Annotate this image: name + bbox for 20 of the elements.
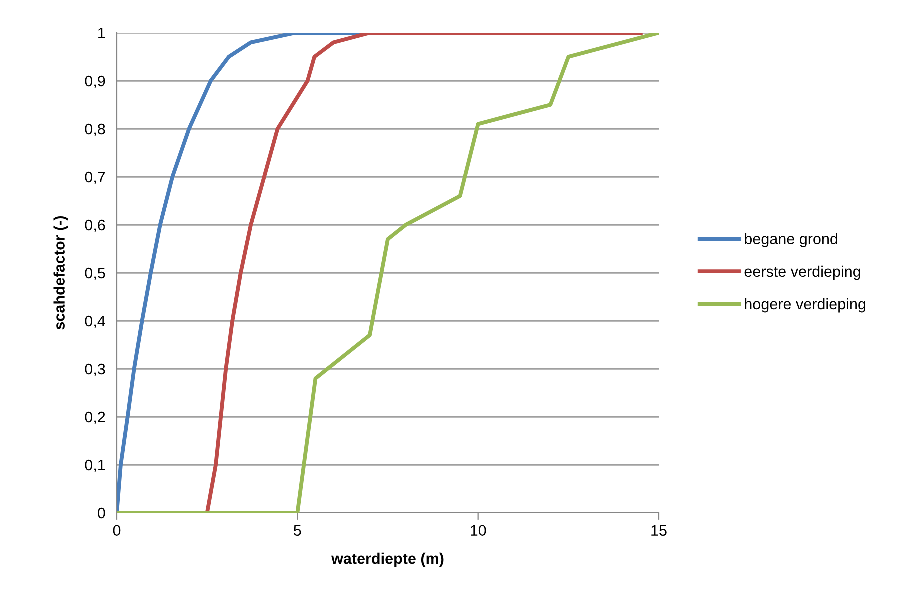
- y-tick-label: 0,2: [85, 412, 106, 424]
- legend-label: begane grond: [745, 233, 838, 248]
- x-tick-label: 10: [471, 525, 486, 536]
- y-axis-title: scahdefactor (-): [54, 216, 68, 330]
- y-tick-label: 0,8: [85, 124, 106, 136]
- y-tick-label: 0: [98, 508, 106, 519]
- y-tick-label: 0,4: [85, 316, 106, 328]
- y-tick-label: 0,3: [85, 364, 106, 376]
- y-tick-label: 0,5: [85, 268, 106, 280]
- y-tick-label: 0,7: [85, 172, 106, 184]
- x-tick-label: 0: [113, 525, 121, 536]
- x-tick-label: 15: [652, 525, 667, 536]
- legend-label: hogere verdieping: [745, 298, 866, 313]
- legend-label: eerste verdieping: [744, 266, 860, 280]
- y-tick-label: 0,1: [85, 460, 106, 472]
- x-axis-title: waterdiepte (m): [332, 552, 444, 568]
- y-tick-label: 1: [98, 28, 106, 39]
- y-tick-label: 0,9: [85, 76, 106, 88]
- x-tick-label: 5: [294, 525, 302, 536]
- y-tick-label: 0,6: [85, 220, 106, 232]
